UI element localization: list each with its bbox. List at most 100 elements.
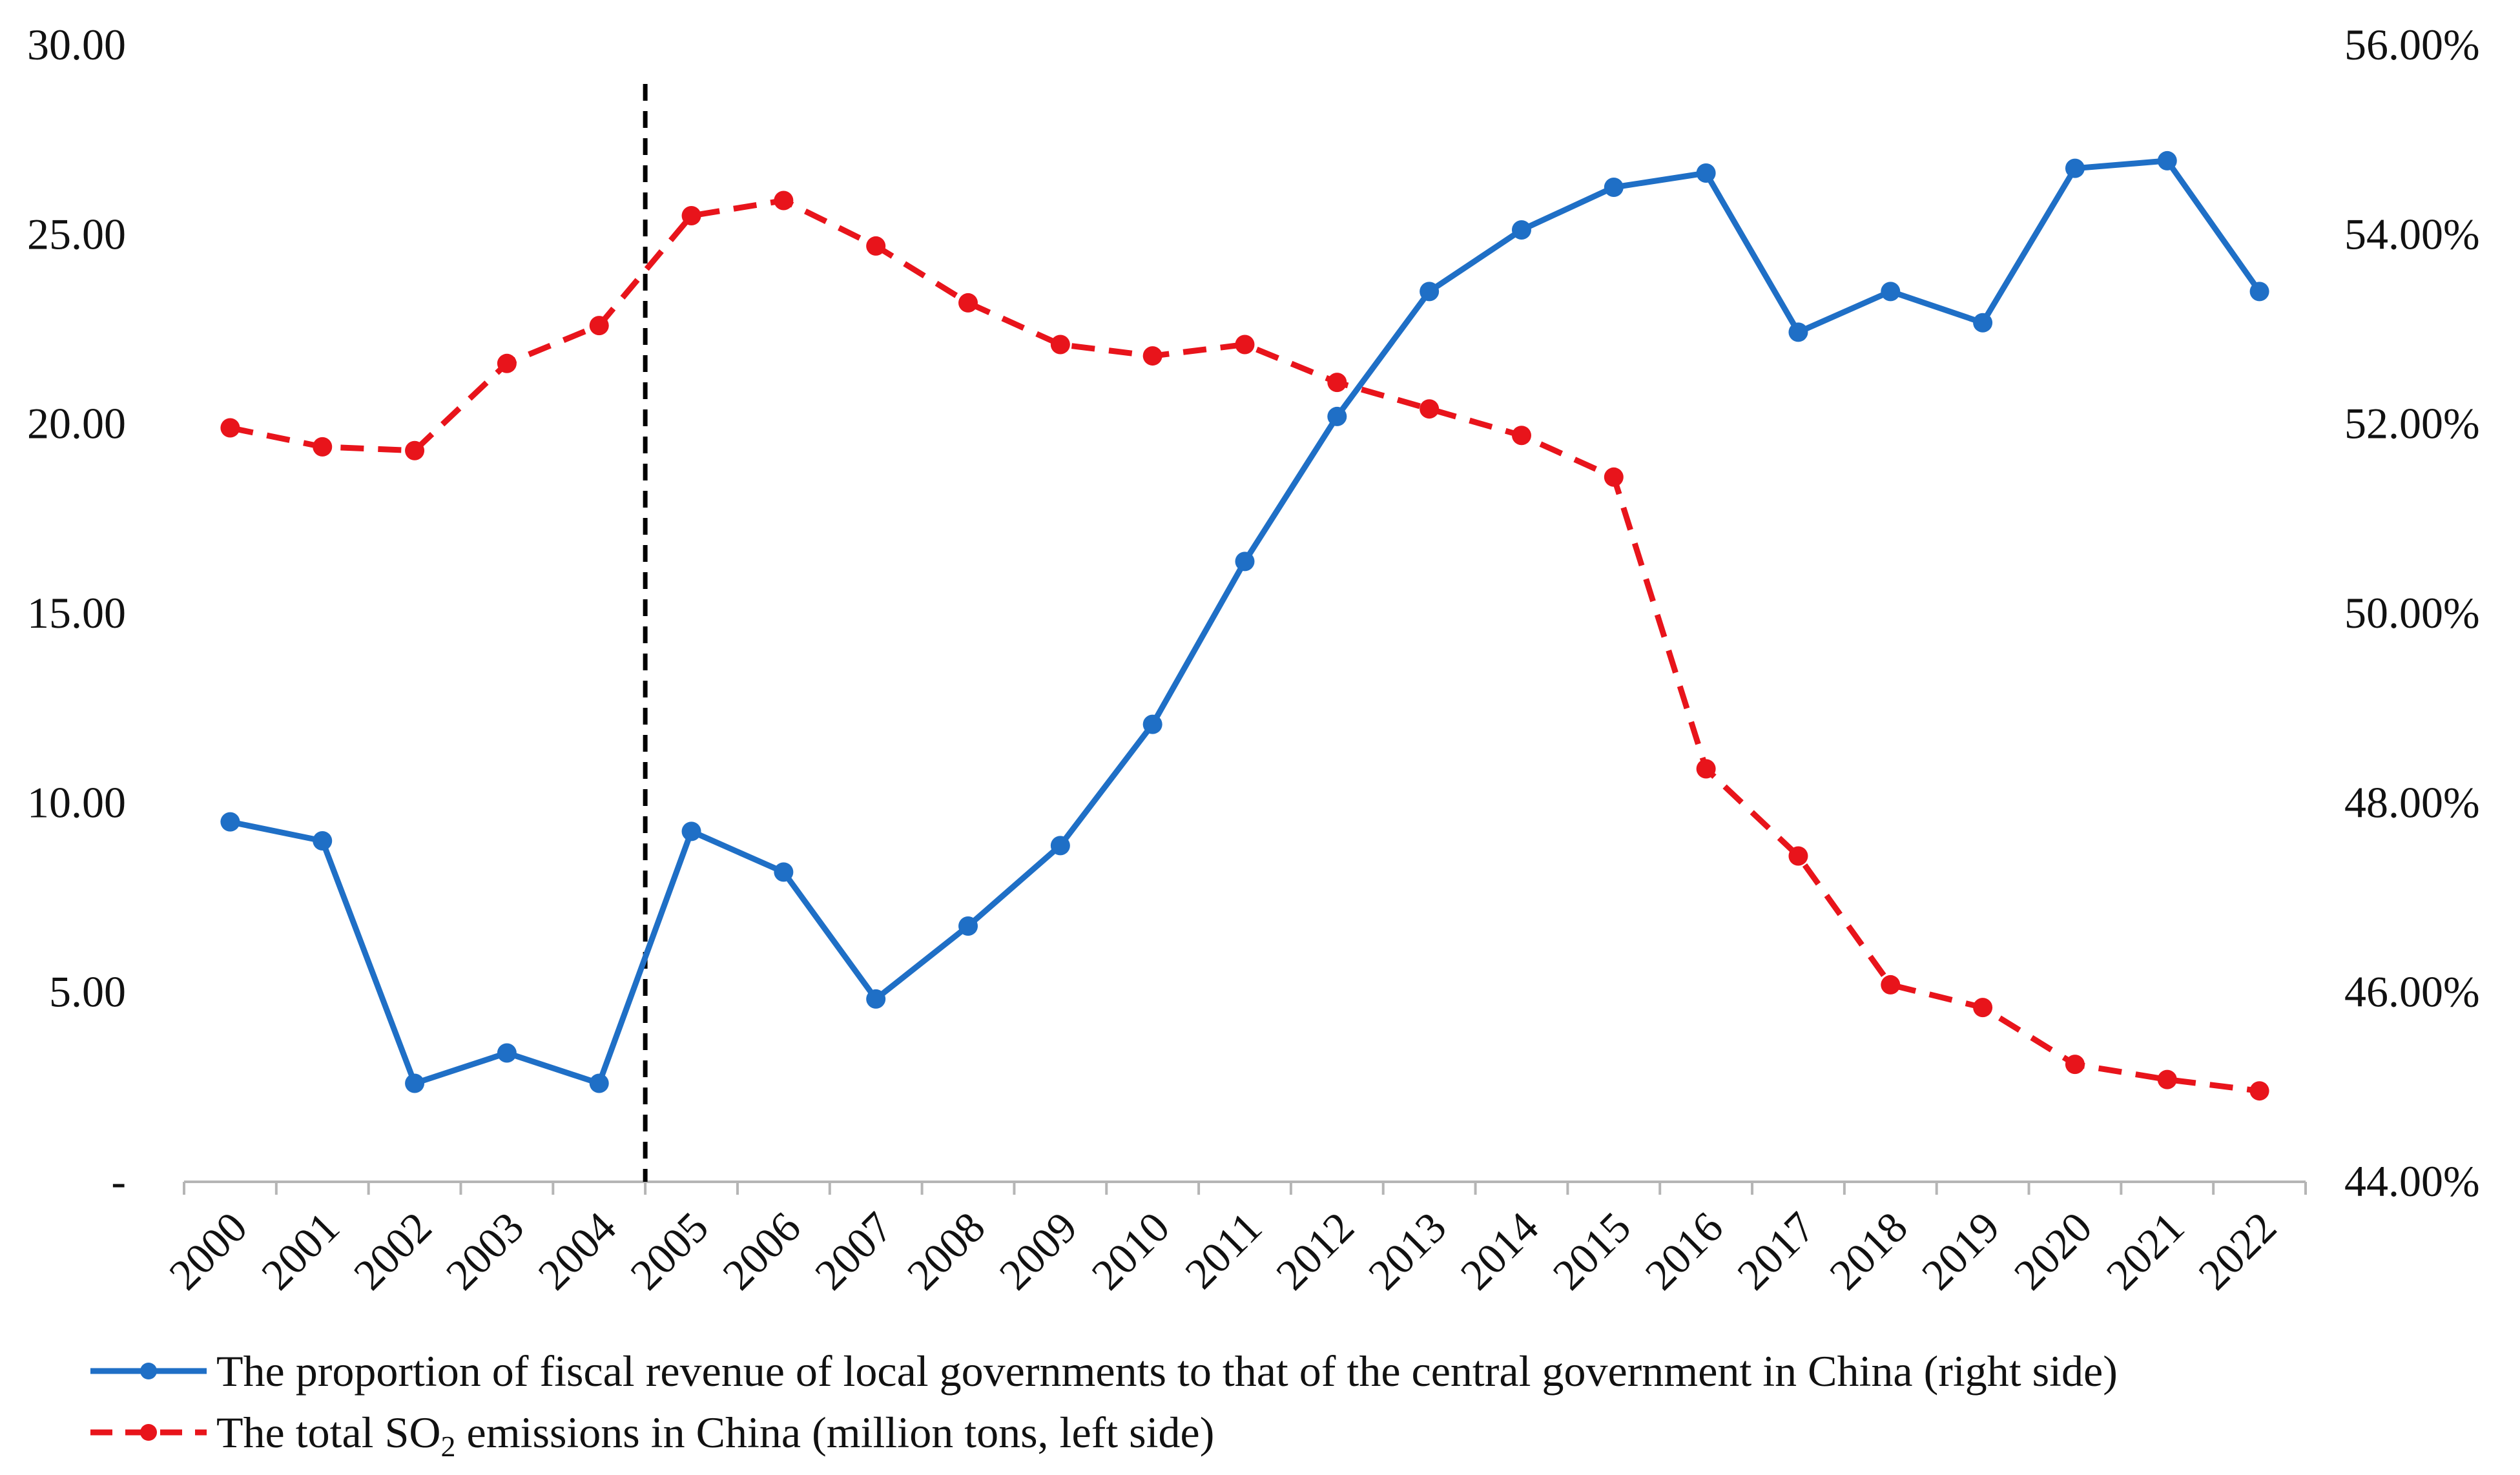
data-point	[1511, 220, 1531, 240]
series-line	[227, 158, 2263, 1086]
right-tick-label: 52.00%	[2344, 399, 2480, 448]
left-tick-label: 10.00	[27, 778, 126, 827]
data-point	[1604, 467, 1624, 487]
x-tick-label: 2005	[621, 1202, 718, 1299]
data-point	[2065, 1055, 2085, 1075]
legend-item-fiscal: The proportion of fiscal revenue of loca…	[90, 1346, 2118, 1396]
data-point	[774, 191, 794, 211]
data-point	[2249, 282, 2269, 302]
left-tick-label: 25.00	[27, 209, 126, 258]
left-tick-label: 20.00	[27, 399, 126, 448]
x-tick-label: 2016	[1635, 1202, 1732, 1299]
data-point	[2249, 1081, 2269, 1101]
data-point	[958, 916, 978, 936]
data-point	[405, 440, 425, 460]
data-point	[2157, 150, 2177, 170]
data-point	[2157, 1069, 2177, 1089]
data-point	[866, 236, 886, 256]
x-tick-label: 2009	[990, 1202, 1087, 1299]
data-point	[866, 989, 886, 1009]
data-point	[1050, 335, 1070, 355]
legend-so2-label: The total SO2 emissions in China (millio…	[216, 1408, 1214, 1463]
left-tick-label: -	[111, 1157, 126, 1206]
data-point	[405, 1073, 425, 1093]
data-point	[1788, 322, 1808, 342]
data-point	[1973, 998, 1993, 1018]
series-so2-emissions	[220, 191, 2269, 1101]
data-point	[1881, 975, 1901, 995]
data-point	[1235, 552, 1255, 572]
x-tick-label: 2002	[344, 1202, 441, 1299]
data-point	[313, 831, 333, 851]
x-tick-label: 2020	[2005, 1202, 2102, 1299]
legend-so2-label-part2: emissions in China (million tons, left s…	[456, 1408, 1215, 1457]
x-axis-ticks: 2000200120022003200420052006200720082009…	[160, 1202, 2286, 1299]
series-fiscal-proportion	[220, 150, 2269, 1093]
data-point	[1973, 313, 1993, 333]
x-tick-label: 2011	[1175, 1202, 1271, 1298]
x-tick-label: 2018	[1820, 1202, 1917, 1299]
data-point	[681, 206, 701, 225]
data-point	[589, 1073, 609, 1093]
data-point	[220, 812, 240, 832]
right-axis-ticks: 44.00% 46.00% 48.00% 50.00% 52.00% 54.00% 56.0…	[2344, 20, 2480, 1206]
x-tick-label: 2012	[1266, 1202, 1363, 1299]
right-tick-label: 56.00%	[2344, 20, 2480, 69]
data-point	[1696, 163, 1716, 183]
data-point	[1420, 282, 1440, 302]
data-point	[1696, 759, 1716, 779]
data-point	[958, 293, 978, 313]
legend-fiscal-marker	[140, 1363, 157, 1379]
data-point	[1327, 406, 1347, 426]
x-tick-label: 2010	[1082, 1202, 1179, 1299]
data-point	[1420, 399, 1440, 419]
data-point	[497, 353, 517, 373]
x-tick-label: 2019	[1912, 1202, 2009, 1299]
left-tick-label: 30.00	[27, 20, 126, 69]
data-point	[2065, 158, 2085, 178]
legend: The proportion of fiscal revenue of loca…	[90, 1346, 2118, 1463]
x-tick-label: 2021	[2096, 1202, 2193, 1299]
right-tick-label: 50.00%	[2344, 588, 2480, 637]
data-point	[1881, 282, 1901, 302]
x-tick-label: 2017	[1728, 1202, 1824, 1299]
right-tick-label: 46.00%	[2344, 967, 2480, 1016]
left-tick-label: 15.00	[27, 588, 126, 637]
data-point	[774, 862, 794, 882]
data-point	[589, 316, 609, 336]
x-tick-label: 2007	[805, 1202, 902, 1299]
data-point	[1142, 346, 1162, 366]
x-tick-label: 2015	[1544, 1202, 1640, 1299]
x-tick-label: 2006	[713, 1202, 810, 1299]
series-line	[229, 198, 2260, 1094]
data-point	[1604, 178, 1624, 197]
axes	[183, 1181, 2307, 1195]
data-point	[1327, 373, 1347, 393]
legend-so2-label-subscript: 2	[441, 1430, 456, 1463]
x-tick-label: 2022	[2189, 1202, 2286, 1299]
data-point	[220, 418, 240, 438]
data-point	[1788, 846, 1808, 866]
right-tick-label: 54.00%	[2344, 209, 2480, 258]
data-point	[1142, 714, 1162, 734]
left-tick-label: 5.00	[49, 967, 126, 1016]
left-axis-ticks: - 5.00 10.00 15.00 20.00 25.00 30.00	[27, 20, 126, 1206]
x-tick-label: 2004	[528, 1202, 625, 1299]
data-point	[497, 1043, 517, 1063]
data-point	[1050, 836, 1070, 856]
x-tick-label: 2001	[252, 1202, 349, 1299]
legend-item-so2: The total SO2 emissions in China (millio…	[90, 1408, 1214, 1463]
x-tick-label: 2008	[898, 1202, 995, 1299]
data-point	[313, 437, 333, 457]
x-tick-label: 2003	[437, 1202, 533, 1299]
x-tick-label: 2014	[1451, 1202, 1548, 1299]
x-tick-label: 2000	[160, 1202, 256, 1299]
data-point	[1511, 426, 1531, 446]
right-tick-label: 44.00%	[2344, 1157, 2480, 1206]
data-point	[681, 821, 701, 841]
legend-fiscal-label: The proportion of fiscal revenue of loca…	[216, 1346, 2118, 1396]
right-tick-label: 48.00%	[2344, 778, 2480, 827]
legend-so2-marker	[140, 1424, 157, 1441]
x-tick-label: 2013	[1359, 1202, 1456, 1299]
